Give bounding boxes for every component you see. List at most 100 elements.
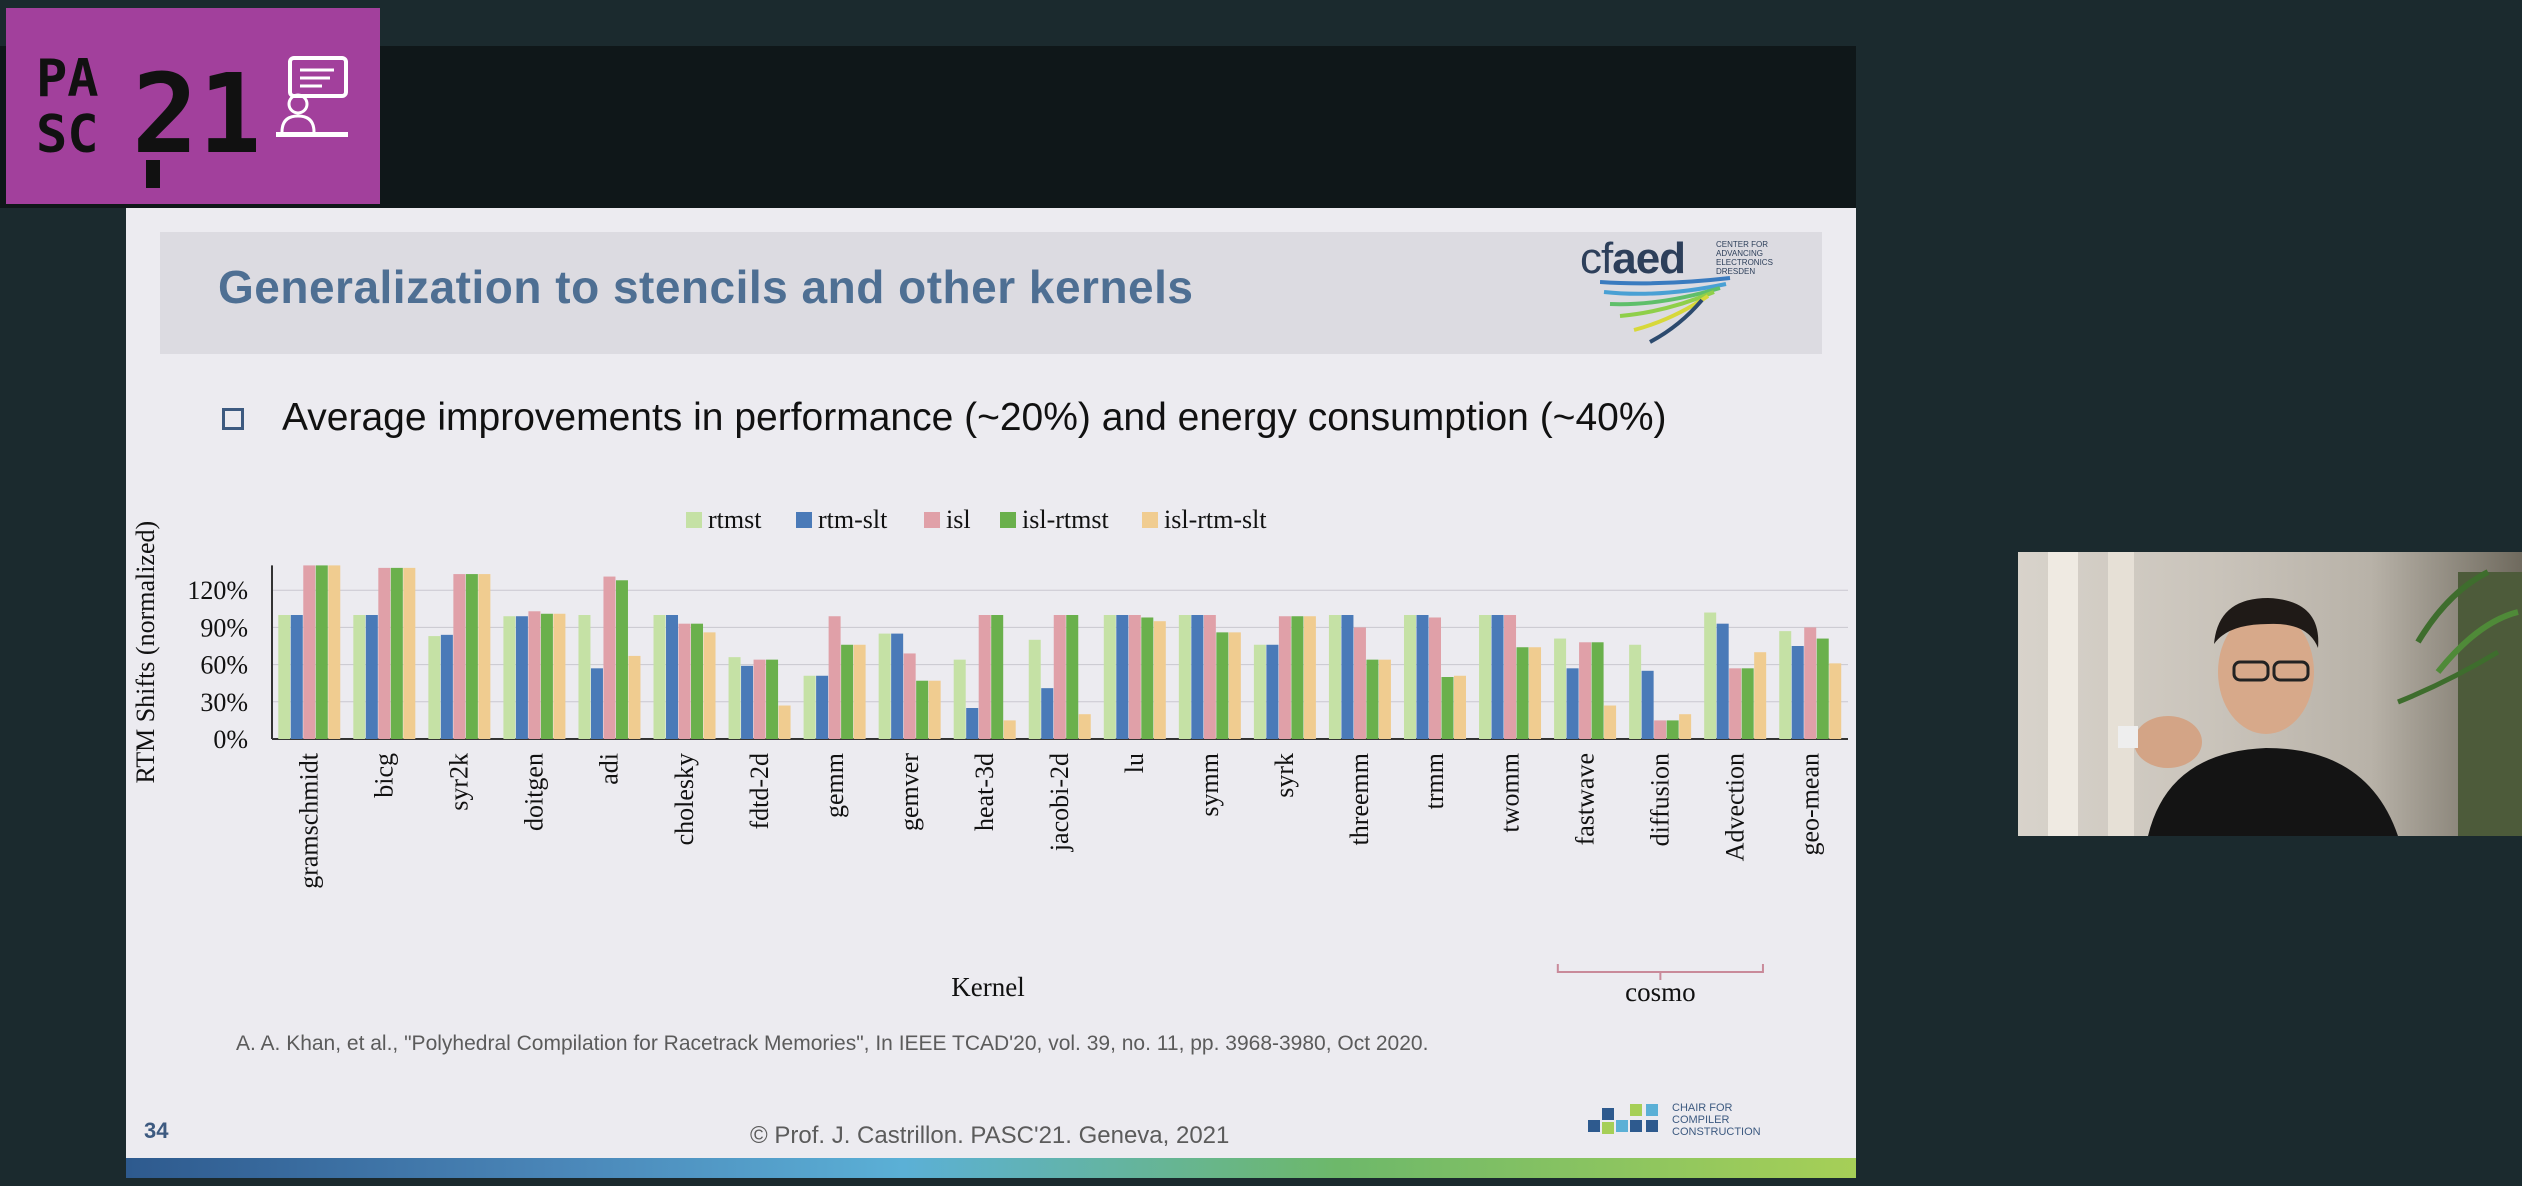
bar [1591,642,1604,739]
x-tick-label: geo-mean [1795,753,1824,856]
legend-label: isl-rtmst [1022,505,1109,534]
y-tick-label: 30% [200,688,248,717]
bar [1203,615,1216,739]
bar [1253,644,1266,739]
cfaed-swoosh-icon [1600,276,1731,344]
group-bracket-label: cosmo [1625,977,1696,1007]
cfaed-logo-word-a: cf [1580,234,1613,283]
bar [666,615,679,739]
x-tick-label: cholesky [670,753,699,845]
bar [978,615,991,739]
bar [465,574,478,739]
bar [1441,677,1454,739]
bar [1641,670,1654,739]
bar [1829,663,1842,739]
pasc21-logo-mark: PA SC 21 [36,49,256,188]
x-axis-label: Kernel [951,972,1024,1002]
ccc-logo: CHAIR FOR COMPILER CONSTRUCTION [1588,1100,1788,1150]
logo-text-bottom: SC [36,105,99,165]
cfaed-logo-word-b: aed [1612,234,1686,283]
bar [365,615,378,739]
bar [390,567,403,739]
bar [1529,647,1542,739]
bar [903,653,916,739]
bar [615,580,628,739]
bar [1153,621,1166,739]
x-tick-label: trmm [1420,753,1449,809]
bar [590,668,603,739]
legend-label: isl-rtm-slt [1164,505,1267,534]
bar [953,659,966,739]
bullet-checkbox-icon [222,408,244,430]
bar [303,565,316,739]
bar [1003,720,1016,739]
x-tick-label: fdtd-2d [745,753,774,830]
bar [478,574,491,739]
bar [1554,638,1567,739]
x-tick-label: doitgen [520,753,549,831]
slide-title: Generalization to stencils and other ker… [218,261,1194,313]
bar [691,623,704,739]
bar [828,616,841,739]
bar [1366,659,1379,739]
cfaed-logo-subtext: CENTER FOR ADVANCING ELECTRONICS DRESDEN [1716,240,1773,276]
legend-label: rtm-slt [818,505,888,534]
bar [966,708,979,739]
bar [916,680,929,739]
copyright: © Prof. J. Castrillon. PASC'21. Geneva, … [750,1122,1230,1149]
speaker-webcam [2018,552,2522,836]
bar [453,574,466,739]
bar [603,576,616,739]
bar [315,565,328,739]
citation: A. A. Khan, et al., "Polyhedral Compilat… [236,1032,1429,1055]
y-axis-label: RTM Shifts (normalized) [131,521,160,784]
bar [753,659,766,739]
bar [1053,615,1066,739]
x-tick-label: threemm [1345,753,1374,845]
page-number: 34 [144,1118,169,1143]
legend-swatch [924,512,940,528]
bar [1278,616,1291,739]
x-tick-label: diffusion [1645,753,1674,846]
bar [728,657,741,739]
cfaed-logo: cfaed CENTER FOR ADVANCING ELECTRONICS D… [1580,228,1773,348]
bar [1579,642,1592,739]
bar [1078,714,1091,739]
bar [1328,615,1341,739]
bar [703,632,716,739]
legend-swatch [1000,512,1016,528]
presenter-screen-icon [276,56,348,137]
bar [290,615,303,739]
bar [803,675,816,739]
bar [1141,617,1154,739]
bar [1716,623,1729,739]
x-tick-label: bicg [370,753,399,798]
pasc21-logo: PA SC 21 [6,8,380,204]
bar [1353,627,1366,739]
bar [1816,638,1829,739]
bar [428,636,441,739]
legend-swatch [796,512,812,528]
cosmo-bracket [1556,964,1764,973]
bar [1666,720,1679,739]
bar [1779,631,1792,739]
x-tick-label: Advection [1720,753,1749,861]
bar [1216,632,1229,739]
bar [1428,617,1441,739]
bar [1341,615,1354,739]
presentation-slide: Generalization to stencils and other ker… [126,208,1856,1178]
bar [1729,668,1742,739]
y-tick-label: 120% [187,576,248,605]
bar [1453,675,1466,739]
bar [1291,616,1304,739]
logo-text-top: PA [36,49,99,109]
bar [1754,652,1767,739]
x-tick-label: adi [595,753,624,785]
bar [1403,615,1416,739]
x-tick-label: fastwave [1570,753,1599,845]
y-tick-label: 0% [213,725,248,754]
bar [1191,615,1204,739]
bar [878,633,891,739]
x-tick-label: twomm [1495,753,1524,832]
bar [1266,644,1279,739]
